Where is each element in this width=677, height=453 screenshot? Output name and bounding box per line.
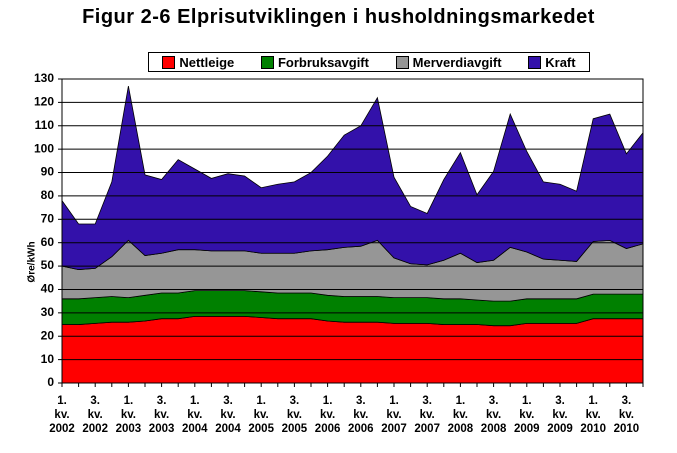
y-tick-label: 100 — [34, 141, 54, 155]
legend-swatch — [528, 55, 542, 69]
y-tick-label: 120 — [34, 95, 54, 109]
area — [61, 85, 644, 270]
x-tick-label: 1. kv. 2005 — [248, 395, 274, 435]
x-tick-label: 1. kv. 2006 — [314, 395, 341, 435]
legend-swatch — [260, 55, 274, 69]
legend-item: Forbruksavgift — [260, 54, 369, 70]
x-tick-label: 3. kv. 2005 — [281, 395, 308, 435]
legend-item: Merverdiavgift — [395, 54, 502, 70]
legend-item: Kraft — [528, 54, 576, 70]
chart-title: Figur 2-6 Elprisutviklingen i husholdnin… — [82, 6, 595, 28]
x-tick-label: 3. kv. 2008 — [480, 395, 507, 435]
x-tick-label: 3. kv. 2002 — [82, 395, 108, 435]
legend-swatch — [395, 55, 409, 69]
legend-swatch — [162, 55, 176, 69]
y-tick-label: 130 — [34, 71, 54, 85]
y-tick-label: 80 — [41, 188, 55, 202]
x-tick-label: 1. kv. 2003 — [115, 395, 142, 435]
y-tick-label: 20 — [41, 328, 55, 342]
x-tick-label: 3. kv. 2004 — [215, 395, 241, 435]
plot-border — [61, 78, 644, 384]
x-tick-label: 1. kv. 2009 — [514, 395, 540, 435]
x-tick-label: 1. kv. 2008 — [447, 395, 474, 435]
x-tick-label: 1. kv. 2004 — [182, 395, 208, 435]
x-tick-label: 1. kv. 2010 — [580, 395, 606, 435]
x-tick-label: 1. kv. 2002 — [49, 395, 75, 435]
y-tick-label: 30 — [41, 305, 55, 319]
x-tick-label: 1. kv. 2007 — [381, 395, 407, 435]
y-axis-label: Øre/kWh — [27, 241, 38, 282]
x-tick-label: 3. kv. 2009 — [547, 395, 573, 435]
y-tick-label: 90 — [41, 165, 55, 179]
x-tick-label: 3. kv. 2007 — [414, 395, 440, 435]
y-tick-label: 0 — [47, 375, 54, 389]
legend-label: Nettleige — [179, 54, 235, 70]
legend: Nettleige Forbruksavgift Merverdiavgift Kra… — [148, 52, 590, 72]
y-tick-label: 10 — [41, 352, 55, 366]
legend-item: Nettleige — [162, 55, 234, 70]
area — [61, 315, 644, 384]
y-tick-label: 110 — [35, 118, 55, 132]
y-tick-label: 40 — [41, 282, 55, 296]
legend-label: Forbruksavgift — [277, 54, 369, 70]
x-tick-label: 3. kv. 2010 — [613, 395, 640, 435]
y-tick-label: 70 — [41, 211, 55, 225]
x-tick-label: 3. kv. 2006 — [348, 395, 374, 435]
legend-label: Merverdiavgift — [412, 54, 502, 70]
legend-label: Kraft — [545, 54, 576, 70]
y-tick-label: 50 — [41, 258, 55, 272]
x-tick-label: 3. kv. 2003 — [148, 395, 175, 435]
y-tick-label: 60 — [41, 235, 55, 249]
